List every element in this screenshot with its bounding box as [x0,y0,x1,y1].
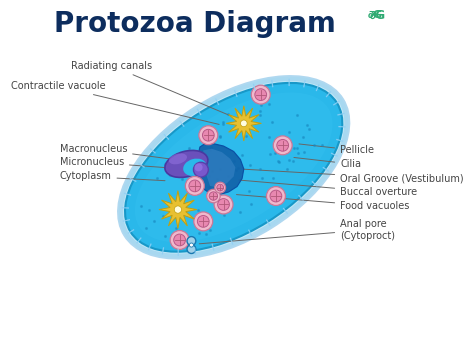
Ellipse shape [183,159,207,176]
Text: Radiating canals: Radiating canals [72,61,236,118]
Circle shape [170,231,189,249]
Text: ∂G: ∂G [370,8,386,21]
Circle shape [273,136,292,155]
Polygon shape [203,149,236,188]
Text: Pellicle: Pellicle [299,144,374,155]
Circle shape [209,192,218,200]
Circle shape [251,85,270,104]
Polygon shape [197,144,244,194]
Circle shape [187,245,196,254]
Circle shape [266,187,285,206]
Ellipse shape [118,76,349,258]
Circle shape [197,216,209,227]
Circle shape [193,162,209,177]
Circle shape [174,234,185,246]
Circle shape [240,120,247,127]
Text: Contractile vacuole: Contractile vacuole [10,81,219,124]
Circle shape [217,184,224,191]
Ellipse shape [135,93,333,242]
Circle shape [187,237,196,245]
Circle shape [270,190,282,202]
Circle shape [174,206,182,213]
Ellipse shape [165,150,208,177]
Text: Buccal overture: Buccal overture [239,180,417,197]
Circle shape [190,243,193,247]
Polygon shape [159,191,197,228]
Text: Oral Groove (Vestibulum): Oral Groove (Vestibulum) [243,169,464,184]
Text: Protozoa Diagram: Protozoa Diagram [54,10,336,38]
Ellipse shape [125,83,342,252]
Text: Micronucleus: Micronucleus [60,157,191,169]
Circle shape [214,195,233,214]
Text: Cytoplasm: Cytoplasm [60,171,165,182]
Text: Food vacuoles: Food vacuoles [237,195,410,211]
Circle shape [202,129,214,141]
Text: Cilia: Cilia [294,158,361,169]
Circle shape [199,126,218,145]
Polygon shape [226,106,261,141]
Circle shape [207,189,220,203]
Text: Anal pore
(Cytoproct): Anal pore (Cytoproct) [199,219,395,244]
Text: ∂G: ∂G [368,10,383,20]
Circle shape [277,140,289,151]
Circle shape [218,199,229,210]
Circle shape [255,89,266,100]
Circle shape [194,212,213,231]
Circle shape [189,180,201,192]
Circle shape [194,163,202,171]
Circle shape [185,176,204,195]
Circle shape [215,182,226,193]
Ellipse shape [169,153,187,164]
Text: Macronucleus: Macronucleus [60,144,172,159]
